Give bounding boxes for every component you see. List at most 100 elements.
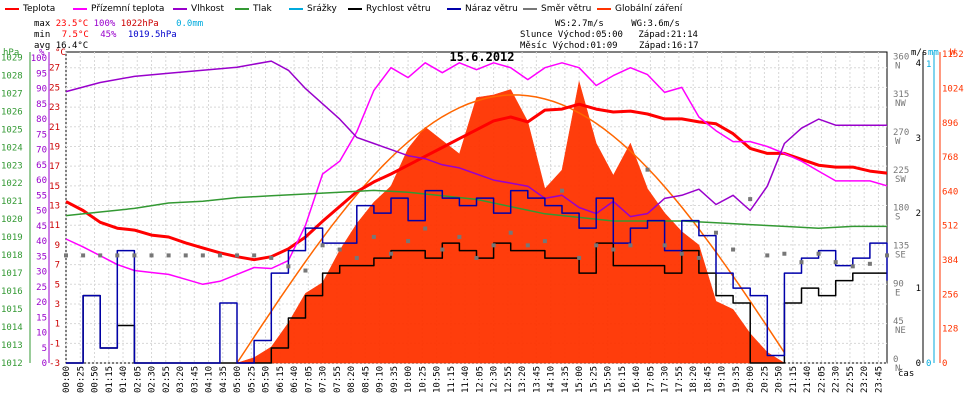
- direction-tick: 360: [893, 52, 909, 62]
- radiation-tick: 640: [942, 187, 958, 197]
- wind-direction-point: [98, 253, 103, 258]
- direction-tick: 270: [893, 128, 909, 138]
- x-tick-label: 17:55: [675, 366, 685, 393]
- humidity-tick: 35: [36, 252, 47, 262]
- stats-avg-row: avg 16.4°C: [34, 41, 88, 51]
- humidity-tick: 55: [36, 191, 47, 201]
- wind-direction-point: [269, 255, 274, 260]
- wind-direction-point: [850, 264, 855, 269]
- humidity-tick: 45: [36, 222, 47, 232]
- temp-tick: 17: [49, 162, 60, 172]
- x-tick-label: 21:40: [803, 366, 813, 393]
- legend-item: Globální záření: [597, 4, 682, 16]
- radiation-tick: 896: [942, 119, 958, 129]
- direction-label: N: [895, 364, 900, 374]
- humidity-tick: 30: [36, 268, 47, 278]
- x-tick-label: 09:10: [376, 366, 386, 393]
- chart-title: 15.6.2012: [449, 50, 514, 64]
- radiation-unit: W: [950, 48, 956, 58]
- direction-tick: 180: [893, 204, 909, 214]
- wind-direction-point: [885, 253, 889, 258]
- stats-min-row: min 7.5°C 45% 1019.5hPa: [34, 30, 177, 40]
- stats-max-temp: 23.5°C: [55, 19, 89, 29]
- temp-tick: 5: [55, 280, 60, 290]
- series-layer: [64, 60, 889, 364]
- x-tick-label: 13:20: [518, 366, 528, 393]
- legend-swatch: [235, 7, 249, 10]
- wind-direction-point: [577, 255, 582, 260]
- direction-label: NE: [895, 326, 906, 336]
- pressure-tick: 1018: [1, 251, 23, 261]
- wind-direction-point: [286, 264, 291, 269]
- legend-label: Tlak: [253, 4, 272, 14]
- wind-unit: m/s: [911, 48, 927, 58]
- x-tick-label: 01:15: [105, 366, 115, 393]
- x-tick-label: 02:30: [148, 366, 158, 393]
- wind-direction-point: [132, 253, 137, 258]
- humidity-tick: 90: [36, 85, 47, 95]
- radiation-area: [236, 81, 786, 364]
- x-tick-label: 15:50: [604, 366, 614, 393]
- humidity-tick: 95: [36, 69, 47, 79]
- x-tick-label: 03:20: [176, 366, 186, 393]
- x-tick-label: 20:25: [760, 366, 770, 393]
- x-tick-label: 01:40: [119, 366, 129, 393]
- x-tick-label: 11:15: [447, 366, 457, 393]
- series-line: [66, 189, 888, 364]
- direction-tick: 315: [893, 90, 909, 100]
- pressure-tick: 1027: [1, 89, 23, 99]
- legend-item: Směr větru: [523, 4, 591, 16]
- x-tick-label: 10:00: [404, 366, 414, 393]
- x-tick-label: 08:20: [347, 366, 357, 393]
- radiation-tick: 384: [942, 256, 958, 266]
- humidity-tick: 20: [36, 298, 47, 308]
- pressure-tick: 1015: [1, 305, 23, 315]
- pressure-tick: 1017: [1, 269, 23, 279]
- temp-tick: -3: [49, 359, 60, 369]
- pressure-tick: 1025: [1, 125, 23, 135]
- wind-direction-point: [388, 251, 393, 256]
- pressure-unit: hPa: [3, 48, 19, 58]
- x-tick-label: 16:40: [632, 366, 642, 393]
- x-tick-label: 22:05: [817, 366, 827, 393]
- legend-label: Globální záření: [615, 4, 683, 14]
- wind-direction-point: [371, 234, 376, 239]
- direction-label: SW: [895, 175, 906, 185]
- x-tick-label: 06:40: [290, 366, 300, 393]
- wind-direction-point: [645, 167, 650, 172]
- rain-tick: 0: [926, 359, 931, 369]
- direction-label: SE: [895, 251, 906, 261]
- wind-direction-point: [833, 260, 838, 265]
- humidity-tick: 65: [36, 161, 47, 171]
- series-line: [65, 102, 888, 262]
- wind-direction-point: [406, 239, 411, 244]
- humidity-tick: 10: [36, 329, 47, 339]
- chart-legend: Teplota Přízemní teplota Vlhkost Tlak Srážky…: [0, 0, 966, 18]
- wind-direction-point: [542, 239, 547, 244]
- x-tick-label: 14:10: [547, 366, 557, 393]
- legend-swatch: [597, 7, 611, 10]
- legend-item: Srážky: [289, 4, 337, 16]
- x-tick-label: 00:00: [62, 366, 72, 393]
- direction-label: S: [895, 213, 900, 223]
- wind-direction-point: [867, 261, 872, 266]
- direction-label: NW: [895, 99, 906, 109]
- info-sun: Slunce Východ:05:00 Západ:21:14: [520, 30, 698, 40]
- humidity-tick: 75: [36, 130, 47, 140]
- rain-tick: 1: [926, 60, 931, 70]
- x-tick-label: 13:45: [532, 366, 542, 393]
- humidity-tick: 80: [36, 115, 47, 125]
- x-tick-label: 22:55: [846, 366, 856, 393]
- x-tick-label: 19:10: [718, 366, 728, 393]
- legend-label: Směr větru: [541, 4, 592, 14]
- x-tick-label: 20:50: [775, 366, 785, 393]
- legend-swatch: [173, 7, 187, 10]
- legend-swatch: [523, 7, 537, 10]
- temp-tick: 3: [55, 300, 60, 310]
- wind-direction-point: [320, 243, 325, 248]
- temp-tick: 9: [55, 241, 60, 251]
- radiation-tick: 768: [942, 153, 958, 163]
- humidity-unit: %: [39, 48, 45, 58]
